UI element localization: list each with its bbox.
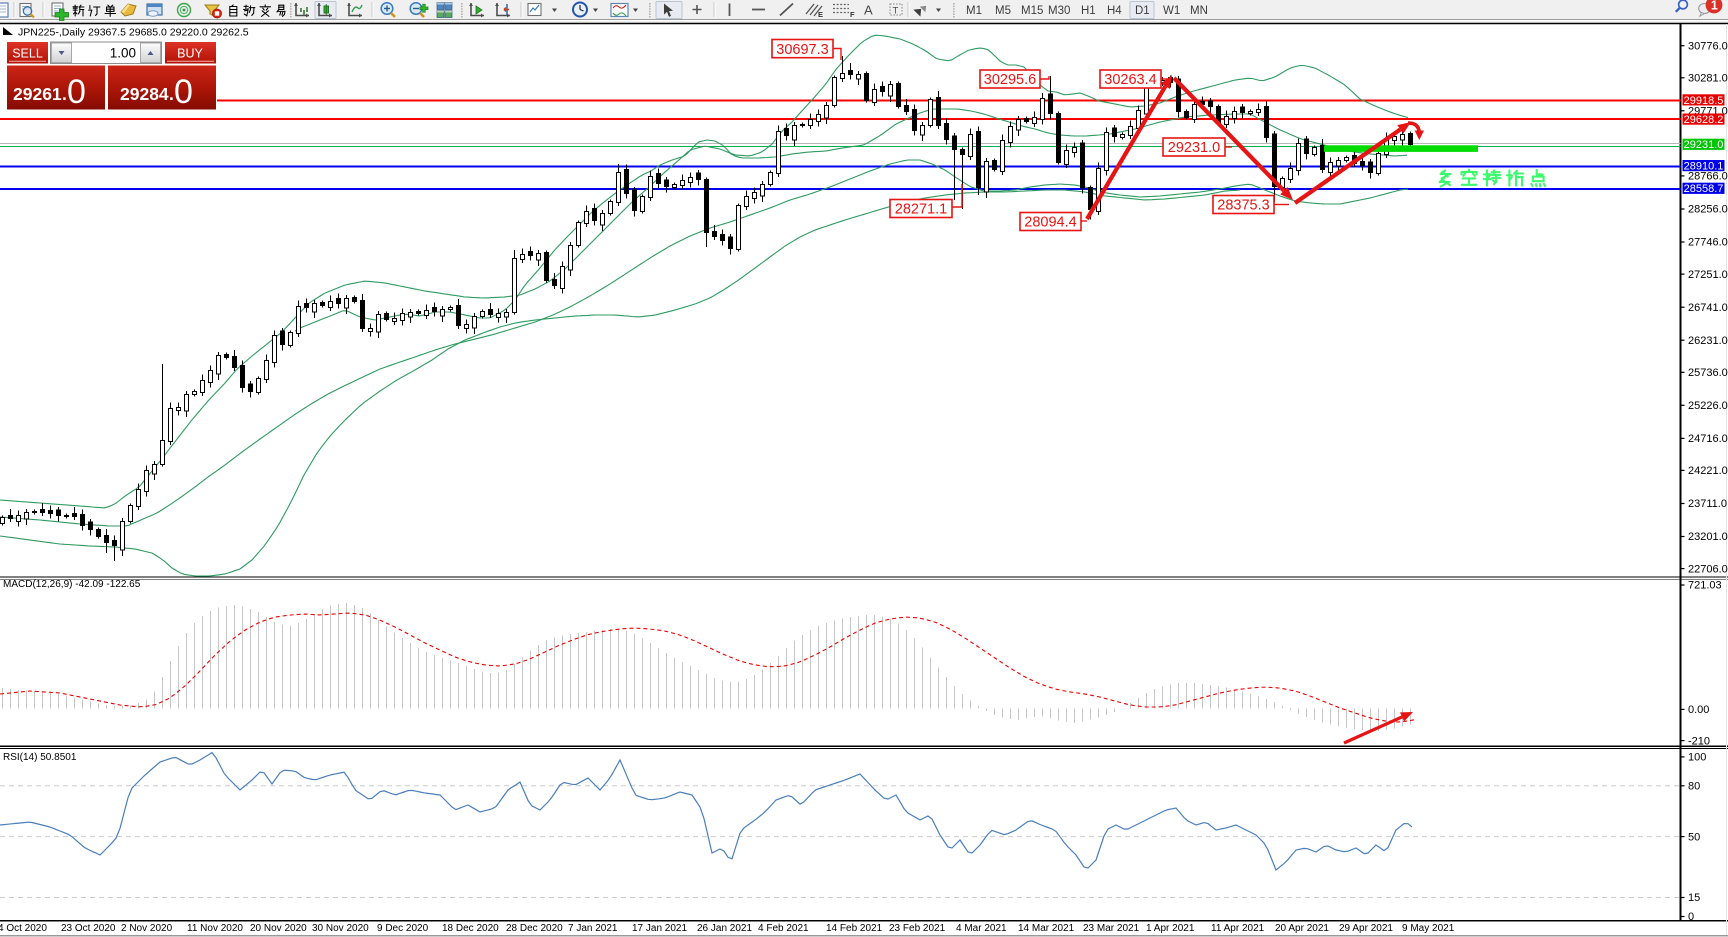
svg-text:1: 1 [1711,0,1718,13]
svg-text:BUY: BUY [177,47,203,61]
svg-text:14 Feb 2021: 14 Feb 2021 [826,923,883,934]
svg-text:JPN225-,Daily 29367.5 29685.0: JPN225-,Daily 29367.5 29685.0 29220.0 29… [18,27,249,39]
svg-text:M1: M1 [966,5,982,17]
svg-text:25226.0: 25226.0 [1688,400,1728,412]
svg-text:23711.0: 23711.0 [1688,498,1727,510]
svg-text:28766.0: 28766.0 [1688,171,1728,183]
svg-text:23 Feb 2021: 23 Feb 2021 [889,923,946,934]
svg-text:F: F [850,10,855,19]
svg-text:29261: 29261 [13,84,62,104]
svg-text:25736.0: 25736.0 [1688,367,1728,379]
svg-text:11 Nov 2020: 11 Nov 2020 [187,923,243,934]
svg-text:-210: -210 [1688,735,1710,747]
svg-text:28910.1: 28910.1 [1684,161,1724,173]
svg-text:H4: H4 [1107,5,1122,17]
svg-text:7 Jan 2021: 7 Jan 2021 [568,923,618,934]
svg-text:22706.0: 22706.0 [1688,563,1728,575]
svg-text:.: . [62,84,67,104]
svg-text:M15: M15 [1021,5,1043,17]
svg-text:28 Dec 2020: 28 Dec 2020 [506,923,563,934]
svg-text:28271.1: 28271.1 [895,202,947,218]
svg-text:50: 50 [1688,831,1700,843]
svg-text:26231.0: 26231.0 [1688,335,1728,347]
svg-text:24716.0: 24716.0 [1688,433,1728,445]
svg-text:14 Mar 2021: 14 Mar 2021 [1018,923,1075,934]
svg-text:30697.3: 30697.3 [776,42,828,58]
svg-text:0: 0 [67,73,86,111]
svg-text:27746.0: 27746.0 [1688,237,1728,249]
svg-text:SELL: SELL [12,47,43,61]
svg-text:4 Mar 2021: 4 Mar 2021 [956,923,1007,934]
svg-text:RSI(14) 50.8501: RSI(14) 50.8501 [3,752,77,763]
svg-text:23201.0: 23201.0 [1688,531,1728,543]
svg-text:T: T [893,6,899,17]
svg-text:29231.0: 29231.0 [1168,140,1220,156]
svg-text:E: E [818,10,823,19]
svg-text:0.00: 0.00 [1688,704,1709,716]
svg-text:30295.6: 30295.6 [984,72,1036,88]
svg-text:M30: M30 [1048,5,1070,17]
svg-text:D1: D1 [1135,5,1150,17]
svg-text:20 Nov 2020: 20 Nov 2020 [250,923,307,934]
svg-text:17 Jan 2021: 17 Jan 2021 [632,923,687,934]
svg-text:100: 100 [1688,752,1706,764]
svg-text:26 Jan 2021: 26 Jan 2021 [697,923,752,934]
svg-text:H1: H1 [1081,5,1096,17]
svg-text:1 Apr 2021: 1 Apr 2021 [1146,923,1195,934]
svg-text:80: 80 [1688,781,1700,793]
svg-text:11 Apr 2021: 11 Apr 2021 [1211,923,1265,934]
svg-text:721.03: 721.03 [1688,580,1722,592]
svg-text:20 Apr 2021: 20 Apr 2021 [1275,923,1329,934]
svg-text:29 Apr 2021: 29 Apr 2021 [1339,923,1393,934]
svg-text:29918.5: 29918.5 [1684,95,1724,107]
svg-text:28256.0: 28256.0 [1688,204,1728,216]
svg-text:30 Nov 2020: 30 Nov 2020 [312,923,369,934]
svg-text:18 Dec 2020: 18 Dec 2020 [442,923,499,934]
svg-text:28375.3: 28375.3 [1217,198,1269,214]
svg-text:29284: 29284 [120,84,169,104]
svg-text:MACD(12,26,9) -42.09 -122.65: MACD(12,26,9) -42.09 -122.65 [3,579,141,590]
svg-text:23 Mar 2021: 23 Mar 2021 [1083,923,1140,934]
svg-text:28558.7: 28558.7 [1684,183,1724,195]
svg-text:2 Nov 2020: 2 Nov 2020 [121,923,173,934]
svg-text:4 Feb 2021: 4 Feb 2021 [758,923,809,934]
svg-text:26741.0: 26741.0 [1688,302,1728,314]
svg-text:15: 15 [1688,892,1700,904]
svg-text:MN: MN [1190,5,1208,17]
svg-text:30776.0: 30776.0 [1688,40,1728,52]
svg-text:0: 0 [1688,911,1694,923]
svg-text:A: A [864,3,873,18]
svg-text:28094.4: 28094.4 [1024,215,1076,231]
svg-text:29628.2: 29628.2 [1684,114,1724,126]
svg-text:.: . [169,84,174,104]
svg-text:9 Dec 2020: 9 Dec 2020 [377,923,429,934]
svg-text:4 Oct 2020: 4 Oct 2020 [0,923,47,934]
svg-text:23 Oct 2020: 23 Oct 2020 [61,923,116,934]
svg-text:24221.0: 24221.0 [1688,465,1728,477]
svg-text:30263.4: 30263.4 [1104,72,1156,88]
svg-text:29231.0: 29231.0 [1684,139,1724,151]
svg-text:9 May 2021: 9 May 2021 [1402,923,1455,934]
svg-text:W1: W1 [1163,5,1180,17]
svg-text:30281.0: 30281.0 [1688,73,1728,85]
svg-text:27251.0: 27251.0 [1688,269,1728,281]
svg-text:M5: M5 [995,5,1011,17]
svg-text:0: 0 [174,73,193,111]
svg-text:1.00: 1.00 [110,46,136,61]
